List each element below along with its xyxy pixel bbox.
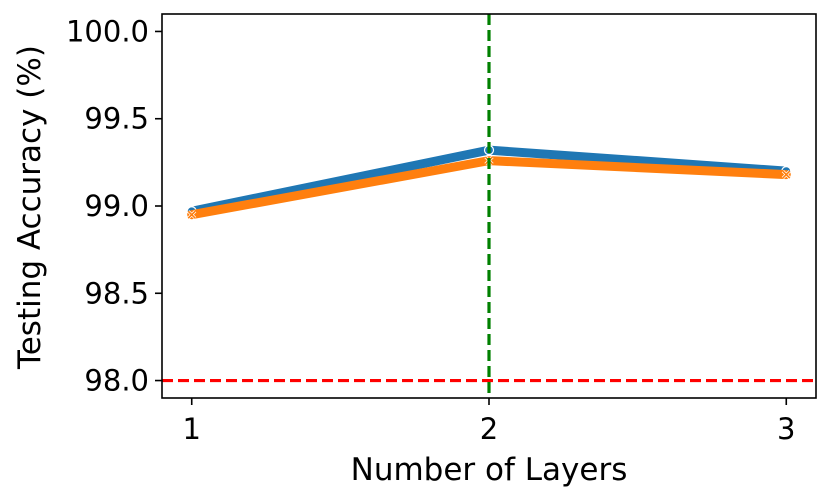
y-tick-label: 98.0 xyxy=(84,364,149,398)
y-tick-label: 100.0 xyxy=(66,14,149,48)
y-tick-label: 99.0 xyxy=(84,189,149,223)
axes: 98.0 98.5 99.0 99.5 100.0 1 2 3 xyxy=(66,13,817,446)
y-tick-label: 99.5 xyxy=(84,102,149,136)
x-tick-label: 1 xyxy=(183,412,201,446)
plot-clipped-group xyxy=(162,14,816,398)
x-tick-label: 3 xyxy=(777,412,795,446)
series-2-point-3 xyxy=(781,170,791,180)
y-tick-label: 98.5 xyxy=(84,276,149,310)
plot-area xyxy=(162,14,816,398)
series-2-point-1 xyxy=(187,210,197,220)
marker-stroke xyxy=(187,210,196,219)
x-axis-label: Number of Layers xyxy=(351,452,628,488)
y-axis-label: Testing Accuracy (%) xyxy=(12,45,48,370)
marker-stroke xyxy=(782,170,791,179)
x-tick-label: 2 xyxy=(480,412,498,446)
